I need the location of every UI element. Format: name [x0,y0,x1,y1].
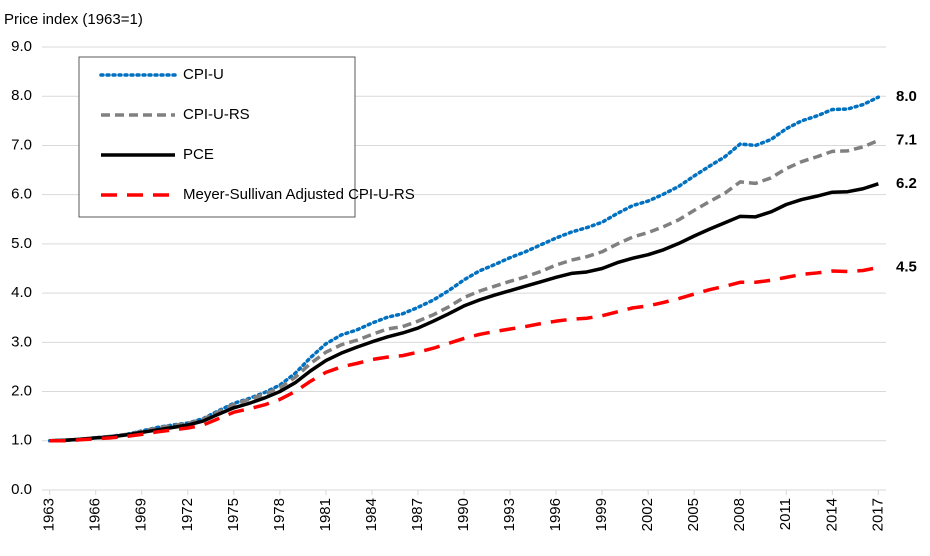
y-tick-label: 9.0 [11,38,32,55]
x-tick-label: 2002 [639,498,656,531]
y-tick-label: 0.0 [11,481,32,498]
x-tick-label: 1978 [271,498,288,531]
legend-box [78,56,356,218]
y-tick-label: 8.0 [11,87,32,104]
series-line [49,182,879,443]
y-tick-label: 1.0 [11,432,32,449]
x-tick-label: 1993 [501,498,518,531]
y-tick-label: 7.0 [11,136,32,153]
series-line [49,138,880,443]
series-line [47,95,881,443]
x-tick-label: 2014 [823,498,840,531]
value-label: 4.5 [896,258,917,275]
x-tick-label: 1996 [547,498,564,531]
y-tick-label: 5.0 [11,235,32,252]
legend-label: Meyer-Sullivan Adjusted CPI-U-RS [183,186,415,203]
legend: CPI-U CPI-U-RS PCE Meyer-Sullivan Adjusted … [78,56,415,218]
x-tick-label: 1984 [363,498,380,531]
x-tick-label: 1999 [593,498,610,531]
x-tick-label: 1981 [317,498,334,531]
value-label: 8.0 [896,88,917,105]
legend-label: CPI-U-RS [183,106,250,123]
y-tick-label: 4.0 [11,284,32,301]
x-tick-label: 1990 [455,498,472,531]
legend-label: PCE [183,146,214,163]
value-label: 6.2 [896,175,917,192]
x-tick-label: 1966 [87,498,104,531]
x-tick-label: 1972 [179,498,196,531]
value-label: 7.1 [896,131,917,148]
y-axis-title: Price index (1963=1) [4,11,143,28]
x-tick-label: 2011 [777,498,794,530]
x-tick-label: 2008 [731,498,748,531]
x-tick-label: 1963 [41,498,58,531]
x-tick-label: 1987 [409,498,426,531]
x-tick-label: 1969 [133,498,150,531]
x-tick-label: 2005 [685,498,702,531]
x-tick-label: 1975 [225,498,242,531]
series-line [49,265,879,443]
y-tick-label: 6.0 [11,186,32,203]
y-tick-label: 2.0 [11,383,32,400]
y-tick-label: 3.0 [11,333,32,350]
x-tick-label: 2017 [869,498,886,531]
legend-label: CPI-U [183,66,224,83]
